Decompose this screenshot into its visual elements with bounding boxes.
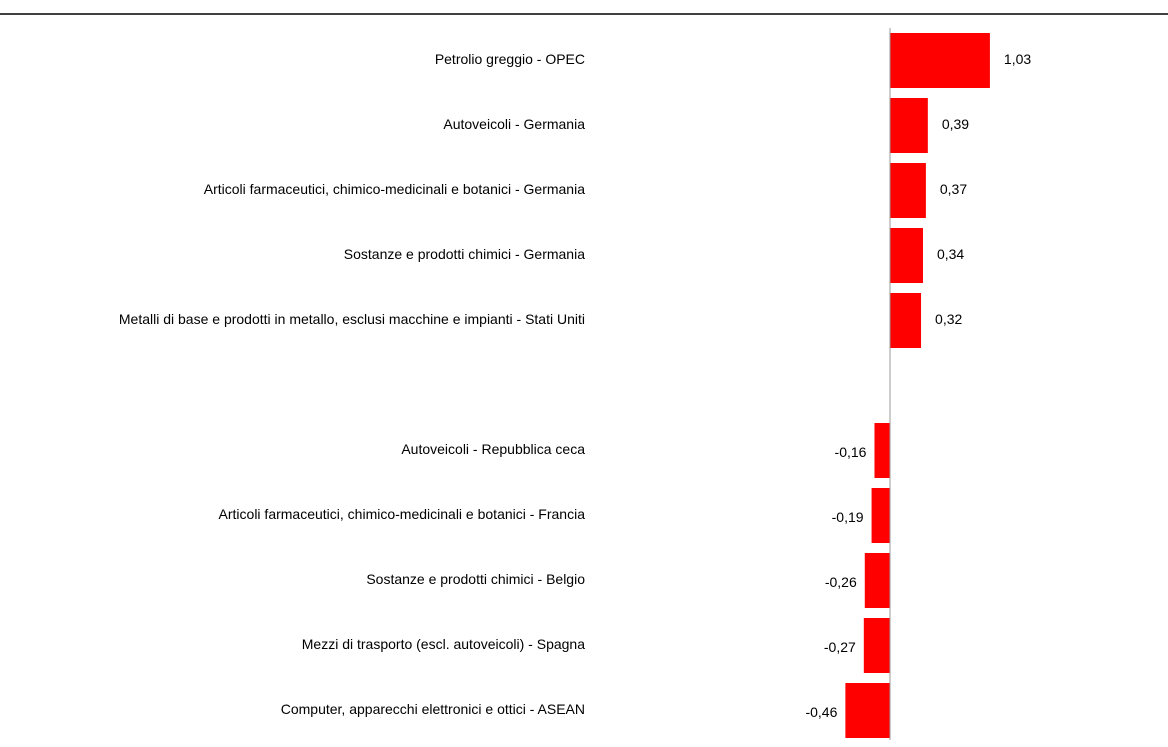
- bar: [864, 553, 890, 608]
- category-label: Petrolio greggio - OPEC: [435, 51, 585, 67]
- category-label: Articoli farmaceutici, chimico-medicinal…: [204, 181, 585, 197]
- bar: [890, 293, 922, 348]
- bar: [890, 33, 990, 88]
- bar: [890, 163, 926, 218]
- bar: [890, 98, 928, 153]
- category-label: Computer, apparecchi elettronici e ottic…: [281, 701, 585, 717]
- bar: [845, 683, 890, 738]
- category-label: Articoli farmaceutici, chimico-medicinal…: [219, 506, 586, 522]
- category-label: Metalli di base e prodotti in metallo, e…: [119, 311, 585, 327]
- value-label: 0,32: [935, 311, 962, 327]
- category-label: Sostanze e prodotti chimici - Germania: [344, 246, 585, 262]
- value-label: 1,03: [1004, 51, 1031, 67]
- category-label: Sostanze e prodotti chimici - Belgio: [366, 571, 585, 587]
- bar: [890, 228, 923, 283]
- category-label: Autoveicoli - Repubblica ceca: [401, 441, 585, 457]
- value-label: -0,19: [832, 509, 864, 525]
- value-label: 0,34: [937, 246, 964, 262]
- category-label: Mezzi di trasporto (escl. autoveicoli) -…: [302, 636, 585, 652]
- category-label: Autoveicoli - Germania: [443, 116, 585, 132]
- bar: [863, 618, 890, 673]
- value-label: -0,26: [825, 574, 857, 590]
- bar: [871, 488, 890, 543]
- value-label: -0,16: [835, 444, 867, 460]
- value-label: -0,46: [805, 704, 837, 720]
- value-label: 0,37: [940, 181, 967, 197]
- value-label: -0,27: [824, 639, 856, 655]
- bar: [874, 423, 890, 478]
- value-label: 0,39: [942, 116, 969, 132]
